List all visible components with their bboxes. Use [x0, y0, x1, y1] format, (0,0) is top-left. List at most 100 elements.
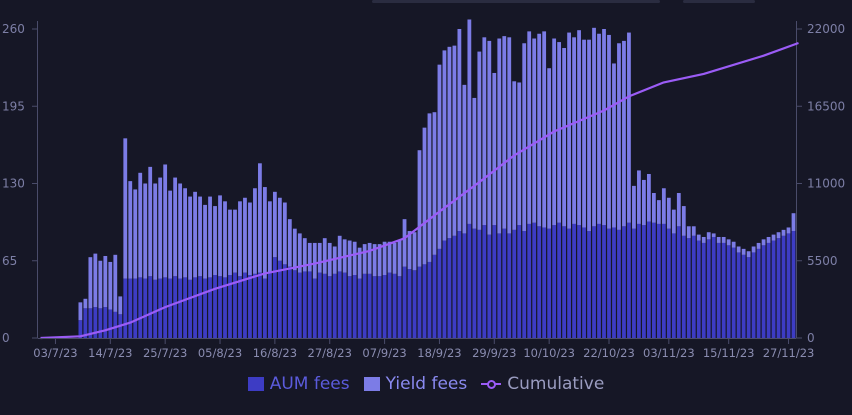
aum-fees-bar[interactable] [787, 233, 791, 338]
yield-fees-bar[interactable] [258, 163, 262, 272]
aum-fees-bar[interactable] [677, 226, 681, 338]
aum-fees-bar[interactable] [767, 243, 771, 338]
yield-fees-bar[interactable] [527, 31, 531, 224]
yield-fees-bar[interactable] [612, 63, 616, 227]
aum-fees-bar[interactable] [328, 276, 332, 338]
yield-fees-bar[interactable] [742, 249, 746, 255]
aum-fees-bar[interactable] [133, 279, 137, 338]
aum-fees-bar[interactable] [717, 243, 721, 338]
aum-fees-bar[interactable] [672, 233, 676, 338]
aum-fees-bar[interactable] [343, 273, 347, 338]
aum-fees-bar[interactable] [472, 229, 476, 338]
aum-fees-bar[interactable] [582, 227, 586, 338]
yield-fees-bar[interactable] [767, 237, 771, 243]
aum-fees-bar[interactable] [692, 236, 696, 338]
yield-fees-bar[interactable] [348, 241, 352, 277]
aum-fees-bar[interactable] [542, 227, 546, 338]
aum-fees-bar[interactable] [318, 273, 322, 338]
yield-fees-bar[interactable] [657, 200, 661, 224]
yield-fees-bar[interactable] [722, 237, 726, 243]
aum-fees-bar[interactable] [348, 276, 352, 338]
aum-fees-bar[interactable] [183, 277, 187, 338]
yield-fees-bar[interactable] [153, 184, 157, 280]
yield-fees-bar[interactable] [547, 68, 551, 228]
yield-fees-bar[interactable] [677, 193, 681, 226]
yield-fees-bar[interactable] [557, 42, 561, 223]
yield-fees-bar[interactable] [492, 73, 496, 225]
aum-fees-bar[interactable] [647, 222, 651, 338]
aum-fees-bar[interactable] [443, 241, 447, 338]
aum-fees-bar[interactable] [497, 233, 501, 338]
aum-fees-bar[interactable] [562, 226, 566, 338]
yield-fees-bar[interactable] [472, 98, 476, 229]
aum-fees-bar[interactable] [208, 277, 212, 338]
aum-fees-bar[interactable] [477, 230, 481, 338]
yield-fees-bar[interactable] [487, 41, 491, 235]
aum-fees-bar[interactable] [782, 236, 786, 338]
yield-fees-bar[interactable] [208, 197, 212, 278]
yield-fees-bar[interactable] [183, 188, 187, 277]
aum-fees-bar[interactable] [637, 224, 641, 338]
yield-fees-bar[interactable] [622, 41, 626, 226]
yield-fees-bar[interactable] [507, 37, 511, 233]
yield-fees-bar[interactable] [178, 184, 182, 279]
yield-fees-bar[interactable] [662, 188, 666, 224]
aum-fees-bar[interactable] [433, 255, 437, 338]
aum-fees-bar[interactable] [762, 245, 766, 338]
aum-fees-bar[interactable] [557, 223, 561, 338]
yield-fees-bar[interactable] [163, 164, 167, 277]
aum-fees-bar[interactable] [418, 267, 422, 338]
aum-fees-bar[interactable] [363, 274, 367, 338]
aum-fees-bar[interactable] [462, 233, 466, 338]
aum-fees-bar[interactable] [737, 252, 741, 338]
yield-fees-bar[interactable] [757, 243, 761, 249]
yield-fees-bar[interactable] [467, 19, 471, 223]
aum-fees-bar[interactable] [173, 276, 177, 338]
yield-fees-bar[interactable] [692, 226, 696, 236]
yield-fees-bar[interactable] [787, 227, 791, 233]
aum-fees-bar[interactable] [777, 238, 781, 338]
yield-fees-bar[interactable] [577, 30, 581, 225]
aum-fees-bar[interactable] [178, 279, 182, 338]
aum-fees-bar[interactable] [123, 279, 127, 338]
aum-fees-bar[interactable] [742, 255, 746, 338]
aum-fees-bar[interactable] [338, 271, 342, 338]
yield-fees-bar[interactable] [582, 40, 586, 228]
yield-fees-bar[interactable] [248, 203, 252, 275]
yield-fees-bar[interactable] [83, 299, 87, 309]
yield-fees-bar[interactable] [772, 235, 776, 241]
aum-fees-bar[interactable] [687, 238, 691, 338]
yield-fees-bar[interactable] [418, 150, 422, 266]
aum-fees-bar[interactable] [143, 279, 147, 338]
yield-fees-bar[interactable] [173, 178, 177, 277]
yield-fees-bar[interactable] [792, 213, 796, 231]
aum-fees-bar[interactable] [682, 236, 686, 338]
aum-fees-bar[interactable] [772, 241, 776, 338]
aum-fees-bar[interactable] [333, 274, 337, 338]
yield-fees-bar[interactable] [323, 238, 327, 274]
yield-fees-bar[interactable] [637, 170, 641, 223]
aum-fees-bar[interactable] [148, 276, 152, 338]
aum-fees-bar[interactable] [627, 223, 631, 338]
yield-fees-bar[interactable] [522, 43, 526, 231]
yield-fees-bar[interactable] [717, 237, 721, 243]
aum-fees-bar[interactable] [368, 274, 372, 338]
aum-fees-bar[interactable] [607, 229, 611, 338]
aum-fees-bar[interactable] [213, 275, 217, 338]
yield-fees-bar[interactable] [313, 243, 317, 279]
yield-fees-bar[interactable] [398, 241, 402, 277]
yield-fees-bar[interactable] [218, 195, 222, 276]
yield-fees-bar[interactable] [572, 37, 576, 224]
yield-fees-bar[interactable] [682, 206, 686, 236]
aum-fees-bar[interactable] [83, 308, 87, 338]
yield-fees-bar[interactable] [363, 244, 367, 274]
yield-fees-bar[interactable] [283, 203, 287, 265]
aum-fees-bar[interactable] [273, 257, 277, 338]
aum-fees-bar[interactable] [278, 261, 282, 338]
aum-fees-bar[interactable] [507, 233, 511, 338]
yield-fees-bar[interactable] [438, 65, 442, 249]
aum-fees-bar[interactable] [383, 275, 387, 338]
yield-fees-bar[interactable] [113, 255, 117, 312]
yield-fees-bar[interactable] [123, 138, 127, 278]
aum-fees-bar[interactable] [757, 249, 761, 338]
